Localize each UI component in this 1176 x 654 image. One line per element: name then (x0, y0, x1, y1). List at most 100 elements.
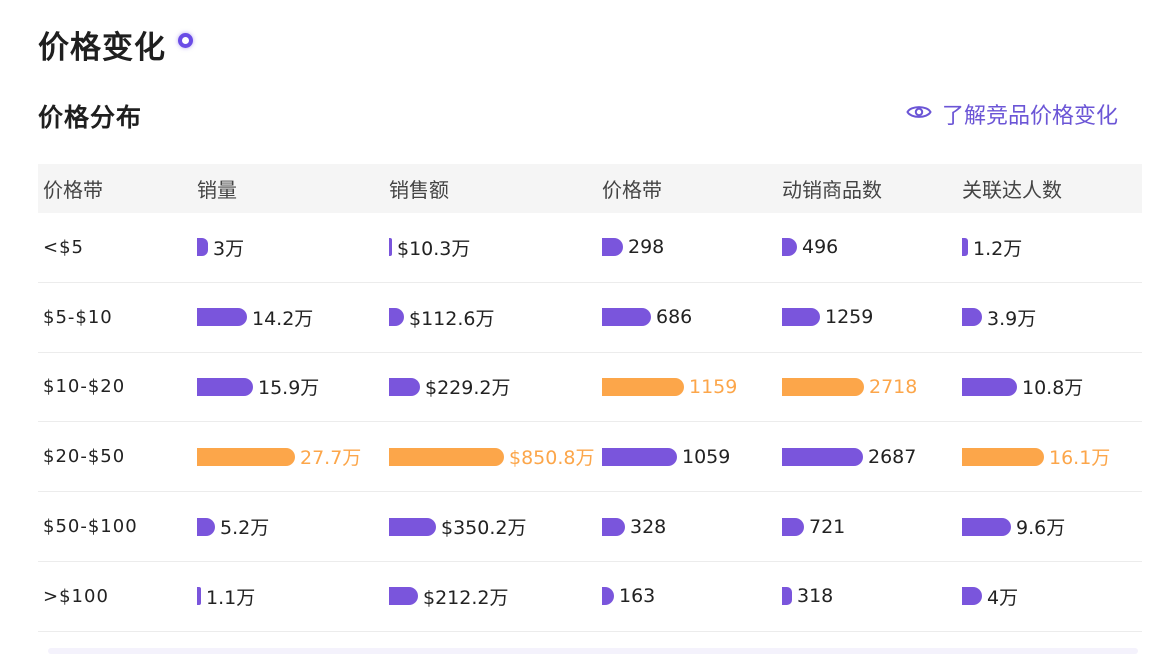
sales-volume-value: 14.2万 (252, 307, 314, 330)
linked-creators-value: 4万 (987, 586, 1019, 609)
sales-volume-value: 1.1万 (206, 586, 256, 609)
price-band-cell: $5-$10 (43, 306, 113, 328)
table-row: >$100 1.1万 $212.2万 163 318 4万 (38, 562, 1142, 632)
price-band-bar (602, 447, 677, 466)
header-active-products[interactable]: 动销商品数 (782, 178, 882, 202)
learn-link-label: 了解竞品价格变化 (941, 104, 1118, 129)
active-products-value: 2687 (868, 445, 917, 468)
table-row: $20-$50 27.7万 $850.8万 1059 2687 16.1万 (38, 422, 1142, 493)
active-products-value: 2718 (869, 375, 918, 398)
sales-volume-bar (197, 377, 253, 396)
sales-volume-cell: 15.9万 (193, 373, 389, 400)
header-linked-creators[interactable]: 关联达人数 (962, 178, 1062, 202)
price-band-bar (602, 308, 651, 327)
active-products-cell: 1259 (782, 306, 962, 328)
header-sales-volume[interactable]: 销量 (197, 178, 237, 202)
price-band-value: 1159 (689, 375, 738, 398)
active-products-bar (782, 377, 864, 396)
price-band-cell: >$100 (43, 585, 109, 607)
price-band-cell: $20-$50 (43, 446, 126, 468)
sales-amount-bar (389, 238, 392, 257)
table-row: $50-$100 5.2万 $350.2万 328 721 9.6万 (38, 492, 1142, 562)
sales-amount-bar (389, 517, 436, 536)
footer-strip (48, 648, 1138, 654)
table-row: $10-$20 15.9万 $229.2万 1159 2718 10.8万 (38, 353, 1142, 423)
active-products-value: 318 (797, 585, 834, 608)
linked-creators-value: 10.8万 (1022, 377, 1084, 400)
active-products-bar (782, 517, 804, 536)
learn-price-change-link[interactable]: 了解竞品价格变化 (906, 98, 1118, 130)
linked-creators-bar (962, 238, 968, 257)
sales-volume-cell: 3万 (193, 234, 389, 261)
price-band-value: 686 (656, 306, 693, 329)
linked-creators-bar (962, 377, 1017, 396)
sales-volume-value: 3万 (213, 237, 245, 260)
price-band-cell: 328 (602, 516, 782, 538)
sales-amount-bar (389, 587, 418, 606)
eye-icon (906, 102, 942, 127)
linked-creators-value: 9.6万 (1016, 517, 1066, 540)
sales-volume-cell: 27.7万 (193, 443, 389, 470)
header-sales-amount[interactable]: 销售额 (389, 178, 449, 202)
price-band-cell: <$5 (43, 236, 84, 258)
price-band-cell: 1159 (602, 376, 782, 398)
sales-volume-value: 27.7万 (300, 447, 362, 470)
sales-volume-cell: 1.1万 (193, 583, 389, 610)
sales-amount-value: $10.3万 (397, 237, 471, 260)
active-products-bar (782, 447, 863, 466)
sales-volume-value: 5.2万 (220, 517, 270, 540)
price-band-value: 328 (630, 515, 667, 538)
linked-creators-value: 1.2万 (973, 237, 1023, 260)
sales-volume-cell: 14.2万 (193, 304, 389, 331)
price-band-cell: $50-$100 (43, 516, 138, 538)
active-products-value: 721 (809, 515, 846, 538)
sales-amount-cell: $212.2万 (389, 583, 602, 610)
status-dot-icon (178, 32, 193, 48)
linked-creators-bar (962, 308, 982, 327)
sales-volume-bar (197, 587, 201, 606)
linked-creators-cell: 9.6万 (962, 513, 1142, 540)
active-products-value: 496 (802, 236, 839, 259)
price-band-value: 163 (619, 585, 656, 608)
price-band-cell: 686 (602, 306, 782, 328)
sales-amount-bar (389, 308, 404, 327)
sales-amount-value: $850.8万 (509, 447, 595, 470)
section-title: 价格分布 (38, 103, 143, 132)
header-price-band-2[interactable]: 价格带 (602, 178, 662, 202)
active-products-cell: 318 (782, 585, 962, 607)
price-band-bar (602, 377, 684, 396)
sales-volume-bar (197, 308, 247, 327)
sales-amount-cell: $350.2万 (389, 513, 602, 540)
title-row: 价格变化 (38, 24, 193, 66)
linked-creators-cell: 3.9万 (962, 304, 1142, 331)
active-products-cell: 721 (782, 516, 962, 538)
active-products-bar (782, 308, 820, 327)
sales-amount-cell: $229.2万 (389, 373, 602, 400)
sales-amount-value: $112.6万 (409, 307, 495, 330)
sales-amount-value: $229.2万 (425, 377, 511, 400)
active-products-cell: 2687 (782, 446, 962, 468)
price-band-bar (602, 517, 625, 536)
sales-amount-value: $212.2万 (423, 586, 509, 609)
price-band-value: 298 (628, 236, 665, 259)
linked-creators-cell: 10.8万 (962, 373, 1142, 400)
header-price-band[interactable]: 价格带 (43, 178, 103, 202)
sales-amount-cell: $10.3万 (389, 234, 602, 261)
table-header: 价格带 销量 销售额 价格带 动销商品数 关联达人数 (38, 164, 1142, 213)
active-products-cell: 496 (782, 236, 962, 258)
sales-volume-bar (197, 447, 295, 466)
active-products-value: 1259 (825, 306, 874, 329)
linked-creators-cell: 4万 (962, 583, 1142, 610)
page-title: 价格变化 (38, 29, 166, 66)
linked-creators-cell: 16.1万 (962, 443, 1142, 470)
price-band-cell: 1059 (602, 446, 782, 468)
table-body: <$5 3万 $10.3万 298 496 1.2万 $5-$10 14.2万 $112.6万 6… (38, 213, 1142, 632)
sales-volume-bar (197, 517, 215, 536)
active-products-cell: 2718 (782, 376, 962, 398)
linked-creators-cell: 1.2万 (962, 234, 1142, 261)
price-band-cell: 163 (602, 585, 782, 607)
sales-amount-value: $350.2万 (441, 517, 527, 540)
linked-creators-value: 3.9万 (987, 307, 1037, 330)
sales-volume-value: 15.9万 (258, 377, 320, 400)
linked-creators-bar (962, 447, 1044, 466)
